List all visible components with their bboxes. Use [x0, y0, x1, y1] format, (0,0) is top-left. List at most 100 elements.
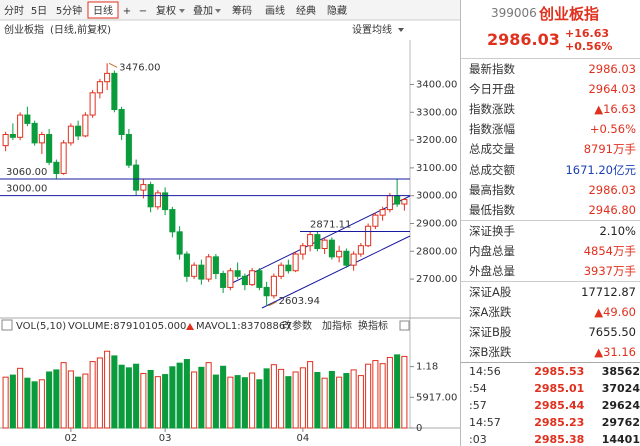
trade-time: :57 — [469, 399, 487, 413]
stat-value-wrap: 2986.03 — [588, 183, 636, 197]
trade-time: :54 — [469, 382, 487, 396]
indicator-button[interactable]: 加指标 — [322, 319, 352, 332]
stat-label: 内盘总量 — [469, 243, 515, 258]
volume-bar — [357, 375, 364, 429]
dropdown-arrow — [398, 28, 404, 32]
candle-body — [401, 199, 408, 205]
toolbar-tab-label: 画线 — [265, 4, 285, 17]
candle-body — [220, 273, 227, 288]
candle-body — [183, 253, 190, 277]
stat-row: 最高指数 2986.03 — [461, 180, 640, 200]
stat-unit: 万手 — [613, 263, 636, 278]
volume-bar — [67, 370, 74, 429]
candle-body — [2, 134, 9, 147]
stat-row: 指数涨跌 ▲16.63 — [461, 99, 640, 119]
ma-setting[interactable]: 设置均线 — [352, 23, 392, 36]
peak-pointer — [108, 62, 118, 68]
toolbar-tab-label: 复权 — [156, 4, 176, 17]
x-tick-label: 03 — [159, 433, 172, 444]
stat-label: 总成交额 — [469, 162, 515, 177]
stat-value-wrap: 8791万手 — [584, 141, 636, 157]
volume-bar — [183, 359, 190, 429]
toolbar-tab[interactable] — [87, 1, 119, 19]
volume-bar — [220, 365, 227, 429]
volume-bar — [401, 355, 408, 429]
candle-body — [394, 195, 401, 205]
index-change: +16.63 +0.56% — [565, 27, 612, 53]
indicator-button[interactable]: 改参数 — [282, 319, 312, 332]
stat-row: 最低指数 2946.80 — [461, 200, 640, 220]
toolbar-tab-label: 隐藏 — [327, 5, 347, 17]
candle-body — [278, 264, 285, 277]
stat-unit: 亿元 — [613, 162, 636, 177]
stat-value: ▲31.16 — [594, 345, 636, 360]
volume-bar — [263, 368, 270, 429]
candles — [2, 63, 408, 429]
candle-body — [125, 134, 132, 166]
candle-body — [104, 72, 111, 83]
candle-body — [191, 264, 198, 277]
panel-icon[interactable] — [1, 319, 13, 331]
volume-bar — [125, 367, 132, 429]
close-icon[interactable] — [399, 320, 410, 331]
change-value: +16.63 — [565, 27, 610, 40]
change-percent: +0.56% — [565, 40, 613, 53]
volume-bar — [321, 377, 328, 429]
stat-value: 3937 — [583, 263, 613, 278]
candle-body — [249, 270, 256, 286]
candle-body — [89, 92, 96, 116]
toolbar-tab-label: 筹码 — [232, 4, 252, 17]
stat-row: 内盘总量 4854万手 — [461, 241, 640, 261]
stat-label: 深证B股 — [469, 325, 512, 340]
volume-bar — [111, 355, 118, 429]
quote-header: 399006 创业板指 2986.03 +16.63 +0.56% — [461, 0, 640, 59]
candle-body — [67, 125, 74, 144]
stat-unit: 万手 — [613, 142, 636, 157]
stat-value: 2986.03 — [588, 62, 636, 77]
y-tick-label: 3300.00 — [416, 107, 457, 118]
indicator-button[interactable]: 换指标 — [358, 319, 388, 332]
stat-value-wrap: 2.10% — [599, 224, 636, 238]
volume-bar — [249, 372, 256, 429]
volume-bar — [285, 376, 292, 429]
trough-label: 2603.94 — [279, 296, 320, 307]
trend-channel — [261, 235, 411, 309]
candle-body — [365, 225, 372, 247]
candle-body — [31, 122, 38, 144]
volume-bar — [38, 379, 45, 429]
volume-bar — [212, 374, 219, 429]
volume-bar — [191, 371, 198, 429]
stat-value: 2986.03 — [588, 182, 636, 197]
level-label: 3000.00 — [6, 184, 47, 195]
toolbar-tab-label: 5日 — [31, 6, 47, 17]
volume-bar — [256, 379, 263, 429]
volume-bar — [386, 356, 393, 429]
trade-row: 14:56 2985.53 38562 — [461, 363, 640, 380]
candle-body — [336, 250, 343, 258]
candle-body — [234, 270, 241, 277]
toolbar-tab-label: + — [123, 6, 131, 17]
candle-body — [133, 164, 140, 191]
dropdown-arrow — [215, 9, 221, 13]
volume-bar — [292, 371, 299, 429]
y-tick-label: 2800.00 — [416, 246, 457, 257]
volume-bar — [227, 376, 234, 429]
trade-price: 2985.44 — [534, 399, 585, 413]
stat-row: 最新指数 2986.03 — [461, 59, 640, 79]
stat-value-wrap: 1671.20亿元 — [565, 162, 636, 178]
y-tick-label: 2700.00 — [416, 274, 457, 285]
stat-value-wrap: 17712.87 — [581, 285, 636, 299]
stat-row: 总成交额 1671.20亿元 — [461, 159, 640, 179]
candle-body — [17, 114, 24, 138]
toolbar-tab-label: − — [139, 6, 147, 17]
toolbar-tab-label: 分时 — [4, 5, 24, 17]
candle-body — [386, 195, 393, 211]
trade-row: 14:57 2985.23 29762 — [461, 414, 640, 431]
candle-body — [263, 286, 270, 297]
level-label: 3060.00 — [6, 167, 47, 178]
candle-body — [256, 270, 263, 288]
candle-body — [198, 264, 205, 280]
y-tick-label: 3400.00 — [416, 79, 457, 90]
chart-title: 创业板指 — [4, 23, 44, 36]
stat-label: 最低指数 — [469, 202, 515, 217]
